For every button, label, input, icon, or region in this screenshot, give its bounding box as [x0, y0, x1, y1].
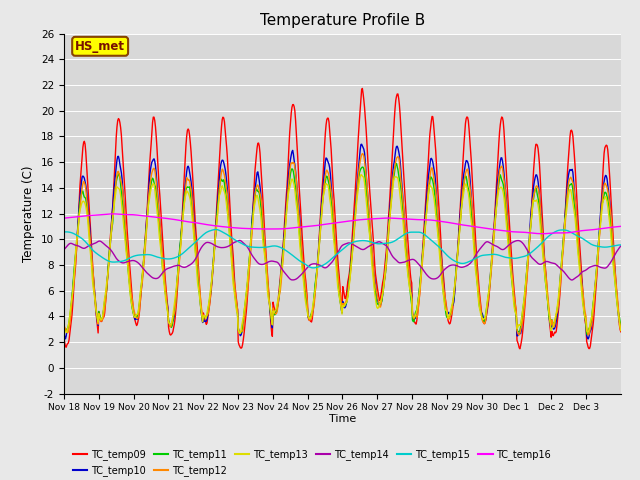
TC_temp15 — [212, 227, 220, 232]
TC_temp10 — [617, 323, 625, 329]
TC_temp09 — [125, 258, 133, 264]
TC_temp11 — [276, 280, 284, 286]
TC_temp13 — [125, 283, 133, 288]
Text: HS_met: HS_met — [75, 40, 125, 53]
TC_temp15 — [433, 242, 440, 248]
TC_temp16 — [401, 216, 408, 222]
TC_temp16 — [277, 226, 285, 232]
TC_temp14 — [617, 243, 625, 249]
TC_temp12 — [401, 218, 408, 224]
TC_temp10 — [432, 181, 440, 187]
TC_temp12 — [515, 332, 523, 338]
TC_temp10 — [60, 330, 68, 336]
TC_temp12 — [125, 269, 133, 275]
TC_temp09 — [228, 235, 236, 240]
TC_temp10 — [276, 278, 284, 284]
TC_temp09 — [276, 276, 284, 282]
Line: TC_temp12: TC_temp12 — [64, 154, 621, 335]
TC_temp09 — [401, 184, 408, 190]
TC_temp13 — [433, 217, 440, 223]
TC_temp16 — [126, 212, 134, 217]
Line: TC_temp15: TC_temp15 — [64, 229, 621, 268]
TC_temp12 — [228, 247, 236, 252]
TC_temp13 — [256, 207, 264, 213]
TC_temp09 — [516, 346, 524, 352]
Title: Temperature Profile B: Temperature Profile B — [260, 13, 425, 28]
TC_temp16 — [432, 218, 440, 224]
TC_temp11 — [125, 278, 133, 284]
TC_temp12 — [432, 187, 440, 193]
Line: TC_temp13: TC_temp13 — [64, 175, 621, 334]
TC_temp16 — [256, 226, 264, 232]
TC_temp15 — [256, 245, 264, 251]
TC_temp11 — [255, 190, 263, 196]
TC_temp15 — [125, 255, 133, 261]
TC_temp10 — [125, 277, 133, 283]
TC_temp09 — [255, 143, 263, 149]
TC_temp13 — [236, 331, 243, 336]
TC_temp13 — [228, 261, 236, 267]
Legend: TC_temp09, TC_temp10, TC_temp11, TC_temp12, TC_temp13, TC_temp14, TC_temp15, TC_: TC_temp09, TC_temp10, TC_temp11, TC_temp… — [69, 445, 555, 480]
TC_temp15 — [401, 231, 409, 237]
TC_temp14 — [228, 241, 236, 247]
TC_temp15 — [309, 265, 317, 271]
TC_temp15 — [617, 242, 625, 248]
TC_temp14 — [401, 259, 408, 265]
TC_temp14 — [432, 276, 440, 282]
TC_temp09 — [617, 329, 625, 335]
TC_temp12 — [255, 188, 263, 194]
TC_temp13 — [617, 328, 625, 334]
TC_temp13 — [357, 172, 365, 178]
Line: TC_temp10: TC_temp10 — [64, 144, 621, 339]
TC_temp11 — [401, 228, 408, 234]
TC_temp09 — [432, 147, 440, 153]
TC_temp12 — [60, 323, 68, 329]
TC_temp11 — [584, 332, 591, 337]
TC_temp10 — [228, 247, 236, 253]
TC_temp16 — [60, 216, 68, 221]
TC_temp13 — [401, 246, 409, 252]
TC_temp10 — [358, 141, 365, 147]
X-axis label: Time: Time — [329, 414, 356, 424]
TC_temp11 — [228, 255, 236, 261]
TC_temp11 — [60, 324, 68, 329]
TC_temp12 — [276, 288, 284, 293]
TC_temp14 — [60, 247, 68, 252]
TC_temp11 — [432, 202, 440, 207]
TC_temp16 — [108, 211, 116, 217]
TC_temp09 — [358, 85, 366, 91]
TC_temp11 — [393, 161, 401, 167]
TC_temp15 — [277, 245, 285, 251]
TC_temp16 — [617, 224, 625, 229]
TC_temp11 — [617, 323, 625, 328]
TC_temp14 — [277, 264, 285, 270]
TC_temp12 — [617, 324, 625, 330]
TC_temp13 — [277, 271, 285, 277]
TC_temp15 — [60, 229, 68, 235]
TC_temp14 — [236, 238, 243, 243]
Line: TC_temp16: TC_temp16 — [64, 214, 621, 234]
TC_temp09 — [60, 336, 68, 341]
TC_temp16 — [228, 225, 236, 230]
TC_temp10 — [255, 178, 263, 184]
TC_temp13 — [60, 329, 68, 335]
Line: TC_temp14: TC_temp14 — [64, 240, 621, 280]
TC_temp10 — [584, 336, 592, 342]
TC_temp14 — [125, 258, 133, 264]
TC_temp14 — [256, 261, 264, 267]
TC_temp14 — [568, 277, 576, 283]
Line: TC_temp09: TC_temp09 — [64, 88, 621, 349]
Y-axis label: Temperature (C): Temperature (C) — [22, 165, 35, 262]
TC_temp12 — [358, 151, 366, 156]
TC_temp10 — [401, 217, 408, 223]
Line: TC_temp11: TC_temp11 — [64, 164, 621, 335]
TC_temp16 — [538, 231, 546, 237]
TC_temp15 — [228, 235, 236, 241]
